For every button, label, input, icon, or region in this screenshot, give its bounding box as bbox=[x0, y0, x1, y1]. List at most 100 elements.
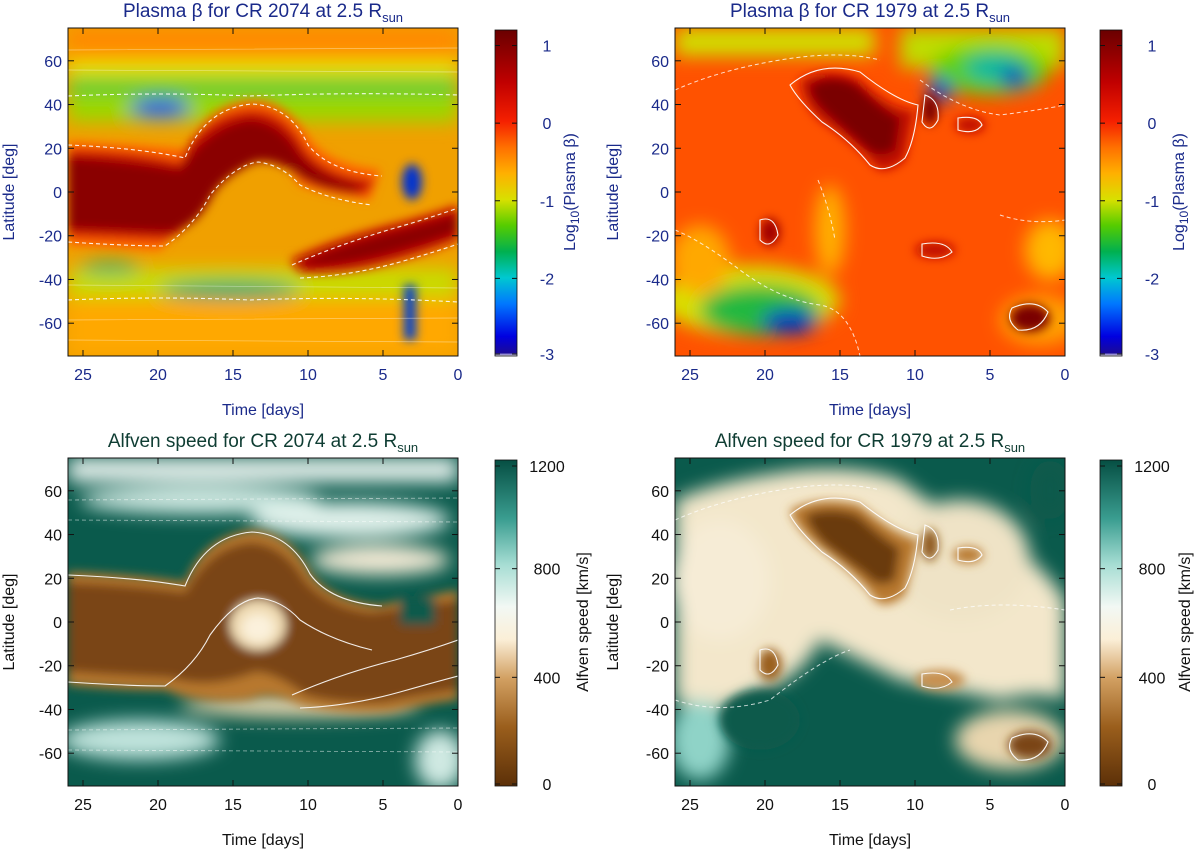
colorbar-tick-label: 0 bbox=[1148, 116, 1157, 133]
colorbar-tick-label: 0 bbox=[543, 116, 552, 133]
y-tick-label: -60 bbox=[646, 316, 669, 333]
colorbar-tick-label: -1 bbox=[1145, 194, 1159, 211]
colorbar-tick-label: 400 bbox=[534, 670, 561, 687]
colorbar bbox=[494, 459, 518, 787]
y-tick-label: 0 bbox=[53, 185, 62, 202]
y-tick-label: 0 bbox=[53, 615, 62, 632]
x-tick-label: 5 bbox=[379, 367, 388, 384]
colorbar bbox=[1099, 459, 1123, 787]
colorbar-ticks: 1 0 -1 -2 -3 bbox=[495, 39, 554, 364]
x-tick-label: 20 bbox=[149, 367, 167, 384]
x-axis-label: Time [days] bbox=[829, 832, 911, 849]
y-tick-label: -60 bbox=[39, 316, 62, 333]
x-tick-label: 5 bbox=[379, 797, 388, 814]
x-tick-label: 20 bbox=[756, 367, 774, 384]
colorbar-tick-label: 1200 bbox=[529, 459, 565, 476]
x-tick-label: 0 bbox=[1061, 367, 1070, 384]
y-tick-label: 40 bbox=[44, 98, 62, 115]
colorbar-label: Alfven speed [km/s] bbox=[1177, 552, 1194, 692]
x-tick-label: 10 bbox=[299, 797, 317, 814]
panel-alfven-cr1979: 25 20 15 10 5 0 60 40 20 0 -20 -40 -60 Alfven speed… bbox=[605, 431, 1194, 849]
y-tick-label: 20 bbox=[44, 141, 62, 158]
y-tick-label: -40 bbox=[39, 272, 62, 289]
colorbar bbox=[1099, 29, 1123, 357]
y-tick-label: 60 bbox=[44, 54, 62, 71]
colorbar-tick-label: 1 bbox=[1148, 39, 1157, 56]
colorbar-tick-label: 0 bbox=[1148, 777, 1157, 794]
x-tick-label: 0 bbox=[1061, 797, 1070, 814]
colorbar-tick-label: 1200 bbox=[1134, 459, 1170, 476]
x-tick-label: 5 bbox=[986, 367, 995, 384]
colorbar-tick-label: 0 bbox=[543, 777, 552, 794]
colorbar-tick-label: 800 bbox=[534, 562, 561, 579]
y-axis-label: Latitude [deg] bbox=[605, 144, 622, 241]
y-tick-label: 60 bbox=[651, 484, 669, 501]
x-axis-ticks: 25 20 15 10 5 0 bbox=[74, 458, 463, 814]
x-tick-label: 25 bbox=[74, 797, 92, 814]
chart-title: Plasma β for CR 1979 at 2.5 Rsun bbox=[730, 1, 1010, 25]
heatmap-beta-cr1979 bbox=[675, 28, 1065, 356]
colorbar-tick-label: -2 bbox=[1145, 271, 1159, 288]
y-axis-label: Latitude [deg] bbox=[1, 574, 18, 671]
colorbar-label: Alfven speed [km/s] bbox=[575, 552, 592, 692]
x-tick-label: 5 bbox=[986, 797, 995, 814]
heatmap-beta-cr2074 bbox=[68, 28, 458, 356]
colorbar-tick-label: 800 bbox=[1139, 562, 1166, 579]
colorbar-ticks: 1200 800 400 0 bbox=[495, 459, 565, 794]
y-tick-label: 20 bbox=[44, 571, 62, 588]
colorbar-tick-label: -3 bbox=[540, 347, 554, 364]
colorbar-ticks: 1200 800 400 0 bbox=[1100, 459, 1170, 794]
y-axis-ticks: 60 40 20 0 -20 -40 -60 bbox=[646, 54, 1065, 333]
y-tick-label: -60 bbox=[39, 746, 62, 763]
colorbar bbox=[494, 29, 518, 357]
y-tick-label: 20 bbox=[651, 571, 669, 588]
y-tick-label: -20 bbox=[646, 659, 669, 676]
y-axis-label: Latitude [deg] bbox=[1, 144, 18, 241]
y-tick-label: 40 bbox=[44, 528, 62, 545]
y-axis-ticks: 60 40 20 0 -20 -40 -60 bbox=[39, 484, 458, 763]
chart-title: Alfven speed for CR 1979 at 2.5 Rsun bbox=[715, 431, 1025, 455]
chart-title: Plasma β for CR 2074 at 2.5 Rsun bbox=[123, 1, 403, 25]
x-axis-ticks: 25 20 15 10 5 0 bbox=[681, 28, 1070, 384]
y-tick-label: 40 bbox=[651, 528, 669, 545]
colorbar-ticks: 1 0 -1 -2 -3 bbox=[1100, 39, 1159, 364]
y-tick-label: 0 bbox=[660, 185, 669, 202]
y-tick-label: -20 bbox=[39, 659, 62, 676]
y-tick-label: -60 bbox=[646, 746, 669, 763]
colorbar-tick-label: -3 bbox=[1145, 347, 1159, 364]
heatmap-alfven-cr2074 bbox=[68, 458, 458, 786]
y-axis-ticks: 60 40 20 0 -20 -40 -60 bbox=[646, 484, 1065, 763]
y-tick-label: 0 bbox=[660, 615, 669, 632]
x-tick-label: 20 bbox=[756, 797, 774, 814]
x-axis-label: Time [days] bbox=[222, 402, 304, 419]
y-axis-label: Latitude [deg] bbox=[605, 574, 622, 671]
y-tick-label: 40 bbox=[651, 98, 669, 115]
x-tick-label: 20 bbox=[149, 797, 167, 814]
y-tick-label: -40 bbox=[646, 702, 669, 719]
colorbar-tick-label: 1 bbox=[543, 39, 552, 56]
colorbar-tick-label: -1 bbox=[540, 194, 554, 211]
y-tick-label: -40 bbox=[39, 702, 62, 719]
x-tick-label: 15 bbox=[831, 367, 849, 384]
colorbar-label: Log10(Plasma β) bbox=[562, 133, 582, 251]
x-axis-ticks: 25 20 15 10 5 0 bbox=[681, 458, 1070, 814]
x-axis-label: Time [days] bbox=[829, 402, 911, 419]
x-tick-label: 25 bbox=[681, 367, 699, 384]
colorbar-tick-label: 400 bbox=[1139, 670, 1166, 687]
y-tick-label: 60 bbox=[651, 54, 669, 71]
heatmap-alfven-cr1979 bbox=[675, 458, 1065, 786]
x-tick-label: 15 bbox=[831, 797, 849, 814]
y-tick-label: -20 bbox=[39, 229, 62, 246]
y-tick-label: -20 bbox=[646, 229, 669, 246]
x-tick-label: 15 bbox=[224, 367, 242, 384]
x-tick-label: 25 bbox=[681, 797, 699, 814]
x-tick-label: 10 bbox=[299, 367, 317, 384]
colorbar-tick-label: -2 bbox=[540, 271, 554, 288]
x-tick-label: 10 bbox=[906, 367, 924, 384]
x-tick-label: 0 bbox=[454, 367, 463, 384]
y-axis-ticks: 60 40 20 0 -20 -40 -60 bbox=[39, 54, 458, 333]
x-tick-label: 15 bbox=[224, 797, 242, 814]
